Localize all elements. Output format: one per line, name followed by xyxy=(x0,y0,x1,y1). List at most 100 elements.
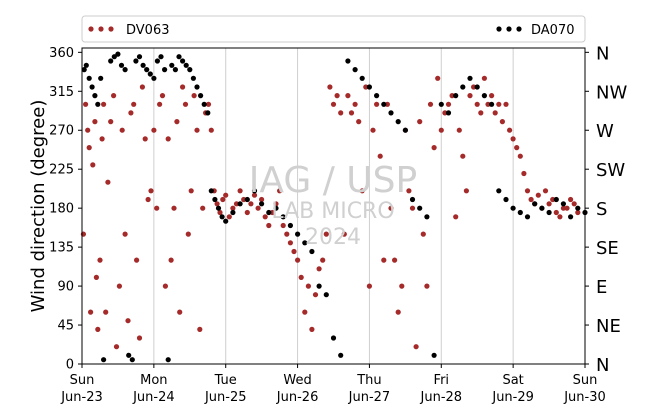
data-point-dv063 xyxy=(125,318,131,324)
data-point-da070 xyxy=(489,101,495,107)
data-point-dv063 xyxy=(320,257,326,263)
data-point-da070 xyxy=(147,71,153,77)
y-tick-label: 180 xyxy=(49,202,74,217)
data-point-dv063 xyxy=(230,205,236,211)
data-point-dv063 xyxy=(154,205,160,211)
data-point-dv063 xyxy=(86,145,92,151)
data-point-dv063 xyxy=(185,231,191,237)
data-point-dv063 xyxy=(266,222,272,229)
data-point-dv063 xyxy=(194,127,200,133)
data-point-dv063 xyxy=(237,188,243,194)
x-tick-label-date: Jun-27 xyxy=(348,390,391,405)
data-point-dv063 xyxy=(168,257,174,263)
data-point-dv063 xyxy=(217,209,223,216)
data-point-da070 xyxy=(180,58,186,64)
data-point-dv063 xyxy=(233,201,240,207)
data-point-da070 xyxy=(154,58,160,64)
data-point-dv063 xyxy=(542,188,549,194)
data-point-da070 xyxy=(83,62,89,68)
data-point-dv063 xyxy=(171,205,177,211)
data-point-da070 xyxy=(345,58,351,64)
y-tick-label: 270 xyxy=(49,124,74,139)
data-point-da070 xyxy=(169,62,175,68)
data-point-dv063 xyxy=(424,283,430,289)
data-point-dv063 xyxy=(492,110,498,116)
data-point-dv063 xyxy=(255,205,261,211)
x-tick-label-day: Tue xyxy=(214,373,237,388)
series-dv063 xyxy=(80,75,581,350)
data-point-dv063 xyxy=(83,101,89,107)
watermark-line-3: 2024 xyxy=(305,225,361,250)
data-point-dv063 xyxy=(305,283,311,289)
data-point-dv063 xyxy=(269,209,275,216)
data-point-da070 xyxy=(287,222,293,229)
data-point-dv063 xyxy=(159,93,166,99)
y-tick-label: 225 xyxy=(49,163,74,178)
data-point-dv063 xyxy=(162,283,168,289)
data-point-da070 xyxy=(115,51,121,57)
data-point-da070 xyxy=(474,84,480,90)
data-point-dv063 xyxy=(180,84,186,90)
data-point-dv063 xyxy=(291,248,297,255)
data-point-dv063 xyxy=(316,266,322,272)
data-point-da070 xyxy=(230,209,236,216)
data-point-da070 xyxy=(136,54,143,60)
data-point-dv063 xyxy=(220,196,226,203)
data-point-dv063 xyxy=(262,214,268,220)
data-point-da070 xyxy=(201,101,207,107)
data-point-dv063 xyxy=(399,283,405,289)
data-point-dv063 xyxy=(90,162,96,168)
data-point-da070 xyxy=(316,283,322,289)
data-point-dv063 xyxy=(284,231,290,237)
data-point-da070 xyxy=(438,101,444,107)
data-point-da070 xyxy=(374,93,380,99)
data-point-dv063 xyxy=(395,309,401,315)
data-point-dv063 xyxy=(514,145,520,151)
data-point-dv063 xyxy=(445,101,452,107)
data-point-dv063 xyxy=(191,93,197,99)
data-point-dv063 xyxy=(157,101,163,107)
data-point-dv063 xyxy=(435,75,441,81)
data-point-da070 xyxy=(98,75,104,81)
data-point-dv063 xyxy=(338,110,344,116)
x-tick-label-day: Sun xyxy=(70,373,95,388)
data-point-da070 xyxy=(101,357,107,363)
x-tick-label-day: Mon xyxy=(140,373,167,388)
data-point-dv063 xyxy=(384,101,390,107)
data-point-dv063 xyxy=(214,201,220,207)
data-point-da070 xyxy=(122,67,128,73)
data-point-da070 xyxy=(409,196,416,203)
data-point-dv063 xyxy=(151,127,157,133)
data-point-dv063 xyxy=(471,84,477,90)
data-point-da070 xyxy=(194,84,200,90)
data-point-dv063 xyxy=(388,205,394,211)
data-point-da070 xyxy=(108,58,114,64)
data-point-dv063 xyxy=(442,110,448,116)
data-point-da070 xyxy=(219,214,225,220)
data-point-da070 xyxy=(453,93,459,99)
data-point-dv063 xyxy=(251,192,258,198)
data-point-dv063 xyxy=(136,335,143,341)
legend-box xyxy=(81,15,586,43)
data-point-dv063 xyxy=(406,188,412,194)
x-tick-label-date: Jun-23 xyxy=(60,390,103,405)
data-point-dv063 xyxy=(280,222,286,229)
data-point-da070 xyxy=(187,67,193,73)
data-point-da070 xyxy=(198,93,204,99)
data-point-dv063 xyxy=(108,119,114,125)
data-point-da070 xyxy=(302,240,308,246)
data-point-da070 xyxy=(424,214,430,220)
data-point-da070 xyxy=(338,352,344,358)
legend: DV063 DA070 xyxy=(81,15,586,43)
data-point-dv063 xyxy=(438,127,444,133)
data-point-da070 xyxy=(510,205,516,211)
data-point-da070 xyxy=(118,62,125,68)
data-point-dv063 xyxy=(128,110,134,116)
data-point-dv063 xyxy=(456,127,462,133)
data-point-dv063 xyxy=(113,344,120,350)
data-point-dv063 xyxy=(535,192,541,198)
compass-label: NW xyxy=(596,82,627,103)
data-point-da070 xyxy=(133,58,139,64)
x-tick-label-date: Jun-30 xyxy=(563,390,606,405)
data-point-dv063 xyxy=(510,136,516,142)
